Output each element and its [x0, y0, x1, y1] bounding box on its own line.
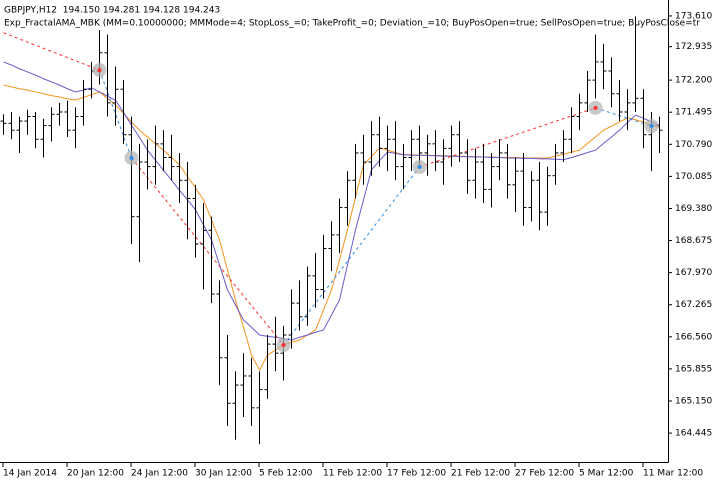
y-tick-label: 170.790 [675, 140, 712, 150]
signal-dot [129, 155, 134, 160]
x-tick-label: 24 Jan 12:00 [131, 469, 188, 479]
y-tick-label: 169.380 [675, 204, 712, 214]
zigzag-segment [595, 107, 652, 127]
x-tick-label: 27 Feb 12:00 [515, 469, 574, 479]
y-tick-label: 165.150 [675, 397, 712, 407]
y-tick-label: 166.560 [675, 332, 712, 342]
y-tick-label: 171.495 [675, 108, 712, 118]
zigzag-segment [283, 166, 420, 346]
y-tick-label: 167.265 [675, 300, 712, 310]
y-tick-label: 173.610 [675, 11, 712, 21]
y-tick-label: 164.445 [675, 429, 712, 439]
x-tick-label: 20 Jan 12:00 [67, 469, 124, 479]
x-tick-label: 11 Feb 12:00 [323, 469, 382, 479]
zigzag-segment [419, 107, 596, 168]
indicator-line [3, 61, 660, 341]
plot-area [0, 16, 663, 445]
signal-dot [649, 124, 654, 129]
chart-title: GBPJPY,H12 194.150 194.281 194.128 194.2… [4, 6, 220, 16]
zigzag-segment [3, 32, 100, 71]
y-tick-label: 165.855 [675, 364, 712, 374]
y-tick-label: 170.085 [675, 172, 712, 182]
y-tick-label: 172.200 [675, 76, 712, 86]
signal-dot [593, 105, 598, 110]
x-tick-label: 21 Feb 12:00 [451, 469, 510, 479]
signal-dot [97, 68, 102, 73]
x-tick-label: 17 Feb 12:00 [387, 469, 446, 479]
x-tick-label: 5 Mar 12:00 [579, 469, 634, 479]
x-tick-label: 14 Jan 2014 [3, 469, 57, 479]
x-tick-label: 30 Jan 12:00 [195, 469, 252, 479]
x-tick-label: 11 Mar 12:00 [643, 469, 703, 479]
signal-dot [281, 343, 286, 348]
y-tick-label: 168.675 [675, 236, 712, 246]
y-tick-label: 167.970 [675, 268, 712, 278]
chart-subtitle: Exp_FractalAMA_MBK (MM=0.10000000; MMMod… [4, 19, 700, 29]
signal-dot [417, 165, 422, 170]
x-tick-label: 5 Feb 12:00 [259, 469, 313, 479]
zigzag-segment [131, 157, 284, 346]
y-tick-label: 172.935 [675, 42, 712, 52]
